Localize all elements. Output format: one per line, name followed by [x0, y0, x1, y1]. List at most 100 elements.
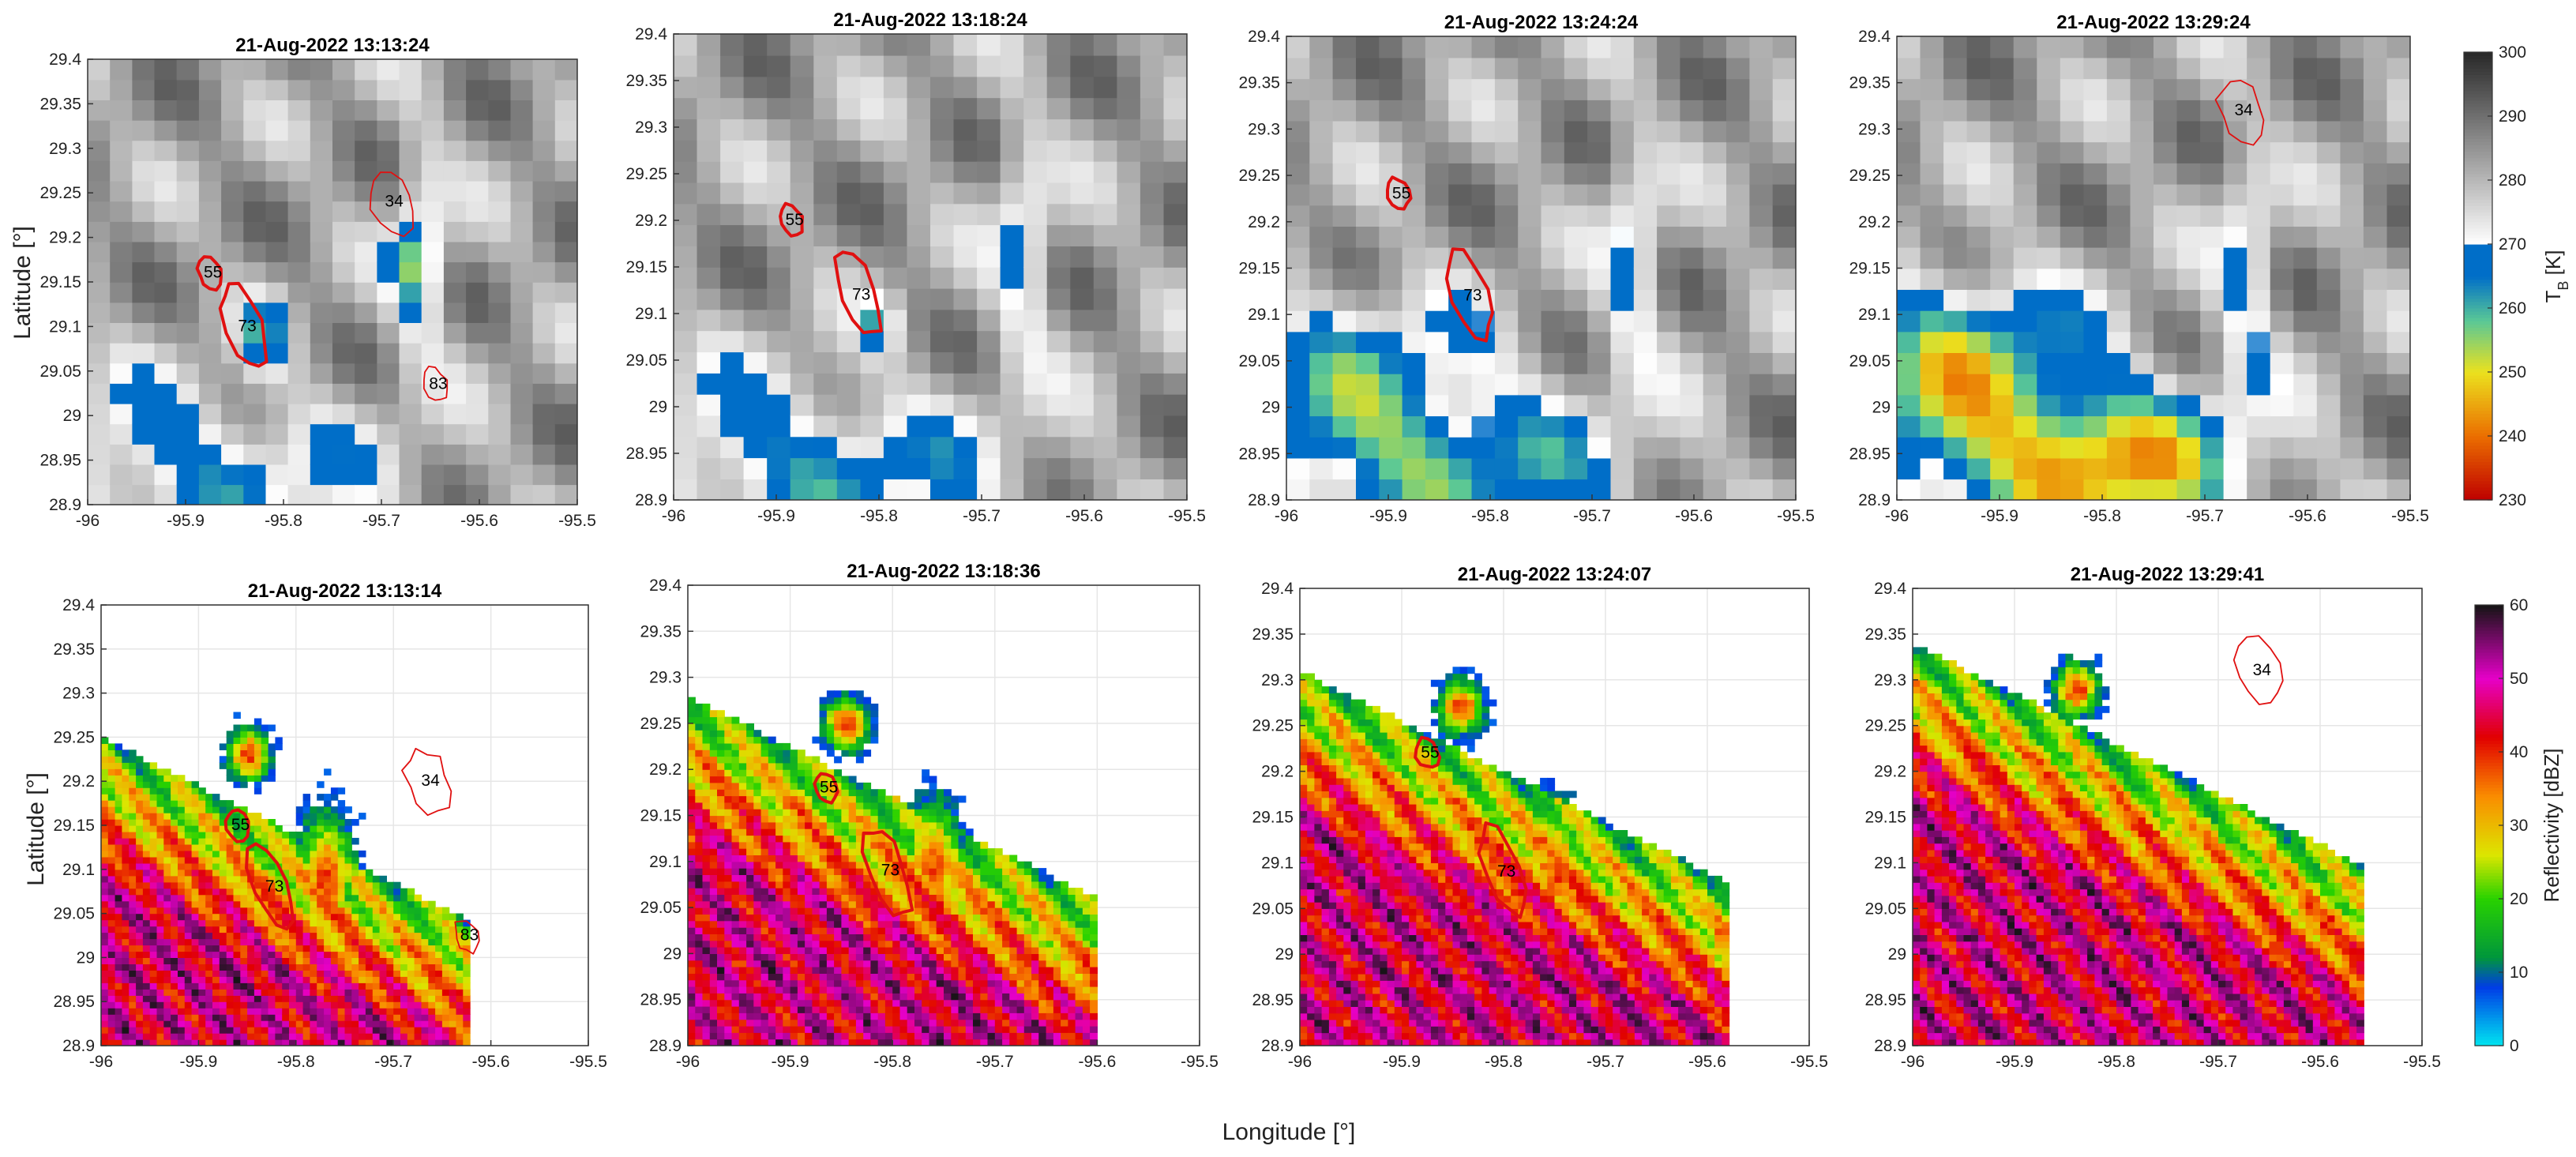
reflectivity-pixel — [101, 794, 109, 801]
reflectivity-pixel — [812, 947, 820, 954]
tb-pixel — [532, 180, 556, 202]
tb-pixel — [1749, 141, 1774, 163]
tb-pixel — [1920, 205, 1944, 227]
tb-pixel — [154, 484, 178, 505]
reflectivity-pixel — [709, 1039, 718, 1046]
tb-pixel — [813, 140, 838, 162]
tb-pixel — [790, 54, 814, 77]
reflectivity-pixel — [178, 1033, 186, 1040]
tb-pixel — [2176, 289, 2201, 311]
reflectivity-pixel — [253, 762, 262, 769]
tb-pixel — [1448, 352, 1473, 374]
reflectivity-pixel — [101, 964, 109, 971]
reflectivity-pixel — [746, 821, 754, 829]
reflectivity-pixel — [247, 737, 255, 744]
reflectivity-pixel — [115, 813, 122, 820]
reflectivity-pixel — [233, 932, 241, 940]
reflectivity-pixel — [198, 832, 206, 839]
reflectivity-pixel — [233, 1020, 241, 1027]
reflectivity-pixel — [819, 960, 828, 967]
reflectivity-pixel — [275, 1008, 283, 1015]
reflectivity-pixel — [156, 825, 164, 832]
tb-pixel — [1448, 100, 1473, 122]
reflectivity-pixel — [400, 888, 408, 896]
reflectivity-pixel — [819, 907, 828, 915]
tb-pixel — [1772, 479, 1796, 500]
tb-pixel — [2154, 394, 2178, 417]
tb-pixel — [310, 160, 333, 182]
reflectivity-pixel — [386, 926, 394, 933]
tb-pixel — [377, 322, 400, 344]
reflectivity-pixel — [724, 809, 733, 817]
reflectivity-pixel — [253, 843, 262, 851]
tb-pixel — [860, 76, 884, 99]
tb-pixel — [1564, 394, 1588, 417]
reflectivity-pixel — [317, 881, 325, 889]
reflectivity-pixel — [775, 841, 783, 849]
reflectivity-pixel — [709, 1012, 718, 1020]
tb-pixel — [813, 373, 838, 395]
reflectivity-pixel — [219, 995, 227, 1002]
reflectivity-pixel — [351, 982, 359, 990]
reflectivity-pixel — [149, 982, 158, 990]
reflectivity-pixel — [275, 932, 283, 940]
tb-pixel — [1000, 76, 1024, 99]
reflectivity-pixel — [717, 973, 725, 981]
reflectivity-pixel — [760, 999, 769, 1007]
tb-pixel — [554, 444, 577, 465]
reflectivity-pixel — [191, 926, 199, 933]
reflectivity-pixel — [324, 1033, 332, 1040]
reflectivity-pixel — [746, 861, 754, 869]
reflectivity-pixel — [702, 723, 711, 731]
tb-pixel — [1140, 118, 1165, 141]
reflectivity-pixel — [184, 957, 193, 964]
reflectivity-pixel — [275, 881, 283, 889]
tb-pixel — [1897, 479, 1921, 500]
tb-pixel — [2247, 394, 2271, 417]
x-tick-label: -95.8 — [265, 512, 302, 530]
tb-pixel — [2154, 415, 2178, 438]
tb-pixel — [860, 182, 884, 205]
tb-pixel — [883, 457, 908, 479]
cell-label-83: 83 — [429, 375, 447, 393]
reflectivity-pixel — [695, 835, 704, 843]
reflectivity-pixel — [400, 982, 408, 990]
tb-pixel — [2270, 437, 2294, 459]
reflectivity-pixel — [790, 947, 798, 954]
reflectivity-pixel — [198, 976, 206, 983]
tb-pixel — [1680, 78, 1704, 100]
tb-pixel — [1680, 163, 1704, 185]
reflectivity-pixel — [393, 919, 401, 927]
tb-pixel — [421, 59, 445, 81]
reflectivity-pixel — [738, 802, 747, 810]
reflectivity-pixel — [783, 1039, 791, 1046]
tb-pixel — [953, 436, 978, 459]
reflectivity-pixel — [407, 976, 415, 983]
reflectivity-pixel — [178, 775, 186, 782]
cell-label-83: 83 — [460, 926, 479, 945]
tb-pixel — [2270, 352, 2294, 374]
reflectivity-pixel — [344, 951, 352, 958]
reflectivity-pixel — [178, 881, 186, 889]
tb-pixel — [2363, 205, 2388, 227]
panel-title: 21-Aug-2022 13:29:24 — [2056, 12, 2251, 33]
reflectivity-pixel — [205, 813, 213, 820]
reflectivity-pixel — [107, 894, 116, 902]
tb-pixel — [2247, 163, 2271, 185]
reflectivity-pixel — [149, 926, 158, 933]
tb-pixel — [836, 415, 862, 438]
reflectivity-pixel — [107, 869, 116, 877]
tb-pixel — [977, 330, 1001, 353]
reflectivity-pixel — [463, 1001, 471, 1009]
reflectivity-pixel — [414, 1027, 422, 1034]
reflectivity-pixel — [797, 1019, 805, 1027]
reflectivity-pixel — [724, 907, 733, 915]
reflectivity-pixel — [695, 742, 704, 750]
y-tick-label: 29.4 — [1858, 28, 1891, 46]
reflectivity-pixel — [191, 1027, 199, 1034]
reflectivity-pixel — [337, 957, 346, 964]
reflectivity-pixel — [746, 769, 754, 777]
tb-pixel — [88, 342, 111, 364]
reflectivity-pixel — [386, 894, 394, 902]
reflectivity-pixel — [324, 1001, 332, 1009]
